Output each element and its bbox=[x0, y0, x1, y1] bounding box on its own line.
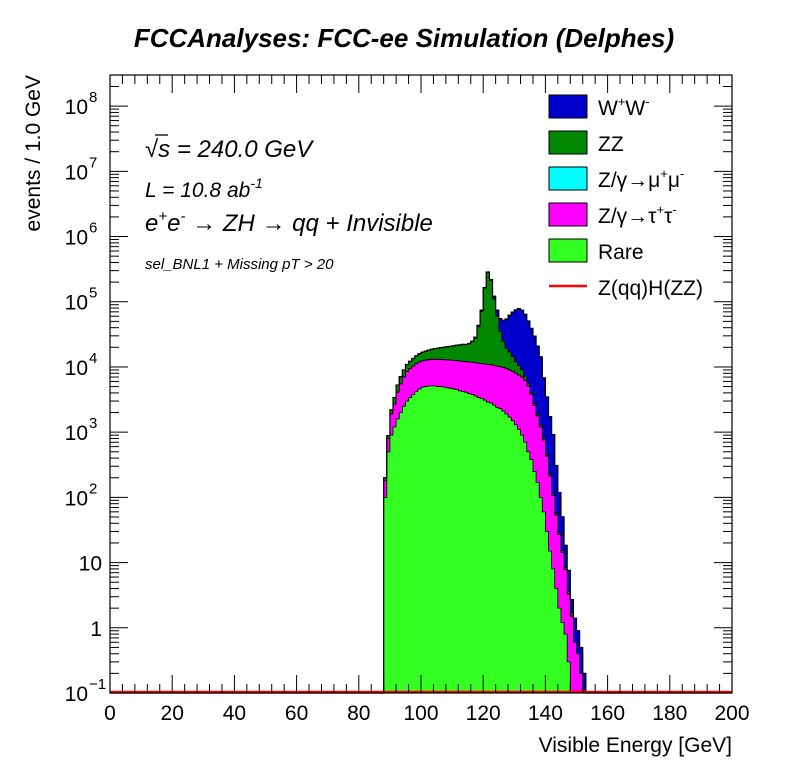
y-axis-label: events / 1.0 GeV bbox=[22, 75, 45, 231]
y-tick-label: 10 bbox=[65, 357, 88, 380]
legend-swatch bbox=[548, 202, 588, 227]
legend-item-z-qq-h-zz-: Z(qq)H(ZZ) bbox=[549, 277, 703, 300]
y-tick-label: 10 bbox=[65, 683, 88, 706]
x-tick-label: 140 bbox=[528, 702, 563, 725]
y-tick-exponent: 3 bbox=[89, 415, 97, 432]
legend-item-ww: W+W- bbox=[548, 94, 650, 120]
x-axis-label: Visible Energy [GeV] bbox=[539, 734, 732, 757]
legend-label: Z/γ→μ+μ- bbox=[598, 166, 684, 192]
x-tick-label: 180 bbox=[652, 702, 687, 725]
x-tick-label: 0 bbox=[104, 702, 116, 725]
process-final-state: → ZH → qq + Invisible bbox=[185, 210, 432, 237]
legend-label: Z/γ→τ+τ- bbox=[598, 202, 677, 228]
x-tick-label: 120 bbox=[466, 702, 501, 725]
y-tick-label: 10 bbox=[65, 96, 88, 119]
x-tick-label: 100 bbox=[403, 702, 438, 725]
legend-label: ZZ bbox=[598, 133, 624, 156]
total-outline bbox=[110, 271, 732, 694]
y-tick-label: 10 bbox=[65, 487, 88, 510]
process-plus: + bbox=[158, 208, 167, 225]
x-tick-label: 200 bbox=[714, 702, 749, 725]
y-tick-exponent: 5 bbox=[89, 285, 97, 302]
y-tick-label: 10 bbox=[65, 422, 88, 445]
legend-item-zz: ZZ bbox=[548, 130, 624, 156]
legend-label: Rare bbox=[598, 241, 644, 264]
y-tick-exponent: −1 bbox=[89, 676, 106, 693]
process-annotation: e+e- → ZH → qq + Invisible bbox=[145, 208, 433, 237]
y-tick-label: 10 bbox=[79, 553, 102, 576]
x-tick-label: 80 bbox=[347, 702, 370, 725]
legend-swatch bbox=[548, 130, 588, 155]
legend: W+W- ZZ Z/γ→μ+μ- Z/γ→τ+τ- Rare Z(qq)H(ZZ) bbox=[548, 94, 703, 300]
stacked-histograms bbox=[110, 271, 732, 694]
selection-annotation: sel_BNL1 + Missing pT > 20 bbox=[145, 256, 334, 273]
annotations: √s = 240.0 GeV L = 10.8 ab-1 e+e- → ZH →… bbox=[145, 134, 433, 273]
sqrt-s-variable: s bbox=[158, 136, 170, 163]
luminosity-exponent: -1 bbox=[250, 175, 262, 191]
y-tick-exponent: 8 bbox=[89, 89, 97, 106]
legend-swatch bbox=[548, 166, 588, 191]
y-tick-exponent: 2 bbox=[89, 480, 97, 497]
luminosity-text: L = 10.8 ab bbox=[145, 179, 251, 202]
y-tick-label: 1 bbox=[90, 618, 102, 641]
process-positron: e bbox=[167, 210, 180, 237]
y-tick-label: 10 bbox=[65, 292, 88, 315]
process-electron: e bbox=[145, 210, 158, 237]
series-rare-area bbox=[383, 385, 586, 694]
sqrt-s-value: = 240.0 GeV bbox=[170, 136, 314, 163]
sqrt-symbol: √ bbox=[145, 136, 159, 163]
x-tick-label: 40 bbox=[223, 702, 246, 725]
process-minus: - bbox=[180, 208, 185, 225]
y-tick-exponent: 7 bbox=[89, 154, 97, 171]
y-tick-exponent: 6 bbox=[89, 220, 97, 237]
y-tick-label: 10 bbox=[65, 227, 88, 250]
legend-swatch bbox=[548, 238, 588, 263]
sqrt-s-annotation: √s = 240.0 GeV bbox=[145, 136, 314, 163]
x-tick-label: 160 bbox=[590, 702, 625, 725]
legend-item-z-: Z/γ→τ+τ- bbox=[548, 202, 677, 228]
luminosity-annotation: L = 10.8 ab-1 bbox=[145, 175, 263, 202]
legend-item-z-: Z/γ→μ+μ- bbox=[548, 166, 684, 192]
x-tick-label: 20 bbox=[161, 702, 184, 725]
legend-label: W+W- bbox=[598, 94, 650, 120]
legend-swatch bbox=[548, 94, 588, 119]
y-tick-label: 10 bbox=[65, 161, 88, 184]
legend-item-rare: Rare bbox=[548, 238, 644, 264]
legend-label: Z(qq)H(ZZ) bbox=[598, 277, 703, 300]
y-tick-exponent: 4 bbox=[89, 350, 97, 367]
x-tick-label: 60 bbox=[285, 702, 308, 725]
chart-title: FCCAnalyses: FCC-ee Simulation (Delphes) bbox=[134, 23, 674, 53]
